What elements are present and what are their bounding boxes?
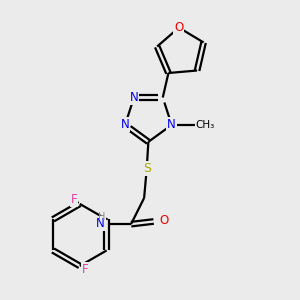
Text: O: O bbox=[159, 214, 168, 227]
Text: CH₃: CH₃ bbox=[195, 120, 214, 130]
Text: S: S bbox=[143, 162, 151, 175]
Text: F: F bbox=[70, 194, 77, 206]
Text: F: F bbox=[82, 263, 89, 276]
Text: N: N bbox=[130, 91, 138, 104]
Text: N: N bbox=[167, 118, 176, 131]
Text: N: N bbox=[121, 118, 129, 131]
Text: N: N bbox=[96, 217, 105, 230]
Text: O: O bbox=[174, 21, 184, 34]
Text: H: H bbox=[98, 212, 106, 222]
Text: N: N bbox=[96, 217, 105, 230]
